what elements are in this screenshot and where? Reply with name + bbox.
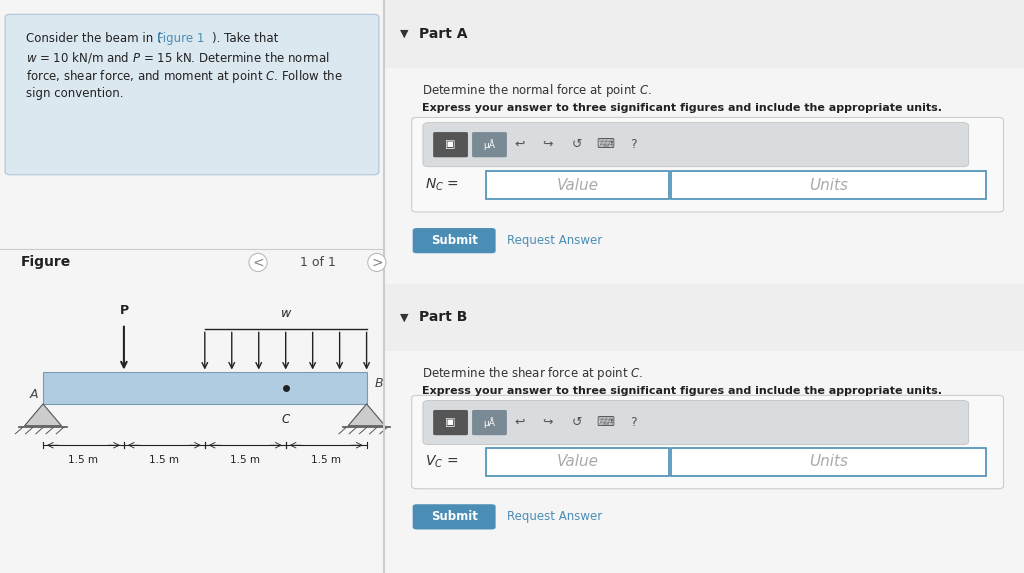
- Text: Express your answer to three significant figures and include the appropriate uni: Express your answer to three significant…: [422, 103, 942, 113]
- Text: ?: ?: [631, 138, 637, 151]
- Text: ▣: ▣: [445, 418, 456, 427]
- Text: ▼: ▼: [400, 312, 409, 322]
- Text: 1.5 m: 1.5 m: [150, 455, 179, 465]
- FancyBboxPatch shape: [412, 117, 1004, 212]
- FancyBboxPatch shape: [43, 372, 367, 404]
- Polygon shape: [25, 404, 61, 426]
- FancyBboxPatch shape: [433, 132, 468, 157]
- Text: ▣: ▣: [445, 140, 456, 150]
- Text: ↩: ↩: [514, 416, 524, 429]
- Text: μÅ: μÅ: [483, 139, 496, 150]
- Text: $\mathbf{P}$: $\mathbf{P}$: [119, 304, 129, 317]
- Text: ?: ?: [631, 416, 637, 429]
- Bar: [384, 0, 1024, 68]
- Text: >: >: [371, 256, 383, 269]
- Text: Submit: Submit: [431, 234, 477, 247]
- Text: force, shear force, and moment at point $C$. Follow the: force, shear force, and moment at point …: [26, 68, 342, 85]
- FancyBboxPatch shape: [433, 410, 468, 435]
- FancyBboxPatch shape: [472, 132, 507, 157]
- Text: ⌨: ⌨: [596, 138, 614, 151]
- Text: Figure: Figure: [20, 256, 71, 269]
- Text: 1 of 1: 1 of 1: [299, 256, 336, 269]
- Text: Part B: Part B: [419, 310, 467, 324]
- Text: ↪: ↪: [543, 416, 553, 429]
- Text: 1.5 m: 1.5 m: [230, 455, 260, 465]
- Text: ↪: ↪: [543, 138, 553, 151]
- FancyBboxPatch shape: [671, 448, 986, 476]
- Text: Express your answer to three significant figures and include the appropriate uni: Express your answer to three significant…: [422, 386, 942, 396]
- Text: ↩: ↩: [514, 138, 524, 151]
- Bar: [384, 284, 1024, 351]
- Text: $C$: $C$: [281, 413, 291, 426]
- FancyBboxPatch shape: [486, 171, 669, 199]
- Text: $B$: $B$: [374, 377, 384, 390]
- Text: Consider the beam in (: Consider the beam in (: [26, 32, 161, 45]
- FancyBboxPatch shape: [472, 410, 507, 435]
- FancyBboxPatch shape: [5, 14, 379, 175]
- Text: $w$: $w$: [280, 307, 292, 320]
- Text: Determine the normal force at point $C$.: Determine the normal force at point $C$.: [422, 82, 651, 99]
- Text: Units: Units: [809, 454, 848, 469]
- Text: $w$ = 10 kN/m and $P$ = 15 kN. Determine the normal: $w$ = 10 kN/m and $P$ = 15 kN. Determine…: [26, 50, 330, 65]
- FancyBboxPatch shape: [412, 395, 1004, 489]
- FancyBboxPatch shape: [486, 448, 669, 476]
- Text: ▼: ▼: [400, 29, 409, 39]
- Text: Submit: Submit: [431, 511, 477, 523]
- Text: 1.5 m: 1.5 m: [69, 455, 98, 465]
- Polygon shape: [348, 404, 385, 426]
- FancyBboxPatch shape: [423, 401, 969, 445]
- Text: <: <: [252, 256, 264, 269]
- FancyBboxPatch shape: [413, 504, 496, 529]
- Text: Determine the shear force at point $C$.: Determine the shear force at point $C$.: [422, 365, 643, 382]
- Text: ⌨: ⌨: [596, 416, 614, 429]
- FancyBboxPatch shape: [413, 228, 496, 253]
- Text: ↺: ↺: [571, 138, 582, 151]
- Text: sign convention.: sign convention.: [26, 87, 123, 100]
- Text: ). Take that: ). Take that: [212, 32, 279, 45]
- Text: 1.5 m: 1.5 m: [311, 455, 341, 465]
- Text: Part A: Part A: [419, 27, 467, 41]
- Text: $V_C$ =: $V_C$ =: [425, 454, 458, 470]
- Text: μÅ: μÅ: [483, 417, 496, 428]
- Text: $A$: $A$: [29, 388, 39, 401]
- FancyBboxPatch shape: [671, 171, 986, 199]
- Text: Value: Value: [556, 454, 599, 469]
- Text: Request Answer: Request Answer: [507, 234, 602, 247]
- Text: ↺: ↺: [571, 416, 582, 429]
- Text: Value: Value: [556, 178, 599, 193]
- FancyBboxPatch shape: [423, 123, 969, 167]
- Text: $N_C$ =: $N_C$ =: [425, 177, 459, 193]
- Text: Figure 1: Figure 1: [157, 32, 204, 45]
- Text: Units: Units: [809, 178, 848, 193]
- Text: Request Answer: Request Answer: [507, 511, 602, 523]
